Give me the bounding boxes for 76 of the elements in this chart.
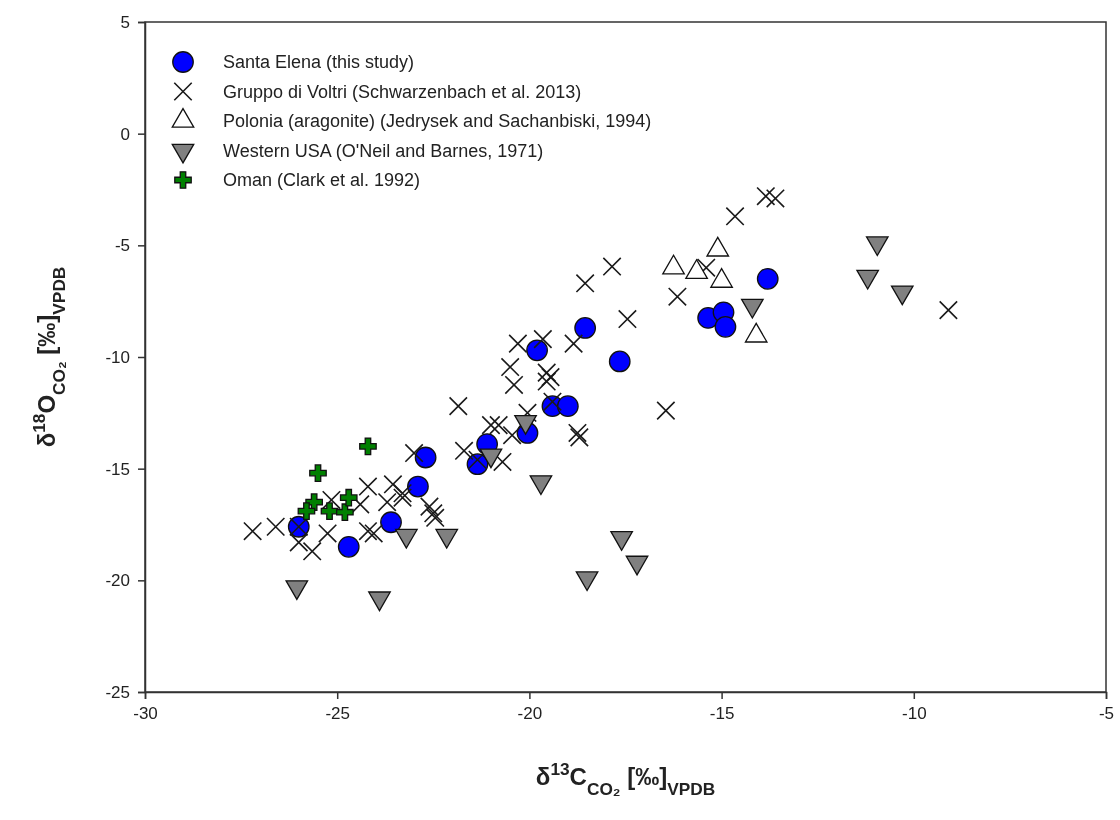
point [448,396,468,416]
legend-label: Gruppo di Voltri (Schwarzenbach et al. 2013) [223,81,582,102]
point [467,450,488,470]
point [564,334,584,354]
point [393,483,413,503]
point [574,317,597,339]
y-tick-label: 5 [120,12,130,32]
legend-label: Western USA (O'Neil and Barnes, 1971) [223,140,544,161]
point [617,309,637,329]
point [504,375,524,395]
x-tick-label: -25 [325,704,350,724]
point [297,502,316,520]
x-tick-label: -15 [709,704,735,724]
point [765,188,785,208]
point [364,523,384,543]
x-tick-label: -30 [133,704,158,724]
point [526,339,548,362]
point [608,350,631,373]
point [404,443,424,463]
point [302,541,322,561]
legend-label: Oman (Clark et al. 1992) [223,170,421,190]
legend-label: Polonia (aragonite) (Jedrysek and Sachanbiski, 1994) [223,111,652,131]
point [542,392,562,412]
x-tick-label: -5 [1098,704,1115,724]
point [419,497,439,517]
point [756,267,779,290]
point [423,503,443,523]
point [481,415,501,435]
y-tick-label: -15 [105,459,130,479]
point [938,300,958,320]
point [492,452,513,472]
point [380,511,402,534]
point [454,441,474,461]
point [725,206,745,226]
y-tick-label: -20 [105,571,130,591]
point [377,492,397,512]
point [289,532,309,552]
point [243,521,263,541]
point [359,437,377,456]
point [358,477,378,497]
x-tick-label: -20 [517,704,543,724]
y-tick-label: -10 [105,347,130,367]
point [667,287,687,307]
point [508,334,528,354]
point [714,315,737,338]
point [339,488,358,507]
point [533,329,553,349]
point [537,372,557,392]
point [500,357,520,377]
point [414,446,437,469]
point [489,415,509,435]
point [517,403,537,423]
point [383,474,403,494]
y-tick-label: 0 [120,124,130,144]
point [575,273,595,293]
point [656,401,676,421]
point [320,502,339,520]
point [266,517,286,537]
point [407,475,429,498]
point [321,490,341,510]
point [502,425,522,445]
point [337,535,360,558]
legend-label: Santa Elena (this study) [223,52,415,72]
point [358,521,378,541]
point [602,257,622,277]
point [393,488,413,508]
point [318,523,338,543]
x-axis-title: δ$^{13}$C$_{CO₂}$ [‰]$_{VPDB}$ [535,759,716,799]
x-tick-label: -10 [902,704,927,724]
point [336,503,354,522]
y-tick-label: -25 [105,682,130,702]
point [309,464,327,482]
point [756,186,776,206]
y-tick-label: -5 [114,236,130,256]
point [556,395,579,418]
point [425,508,445,528]
